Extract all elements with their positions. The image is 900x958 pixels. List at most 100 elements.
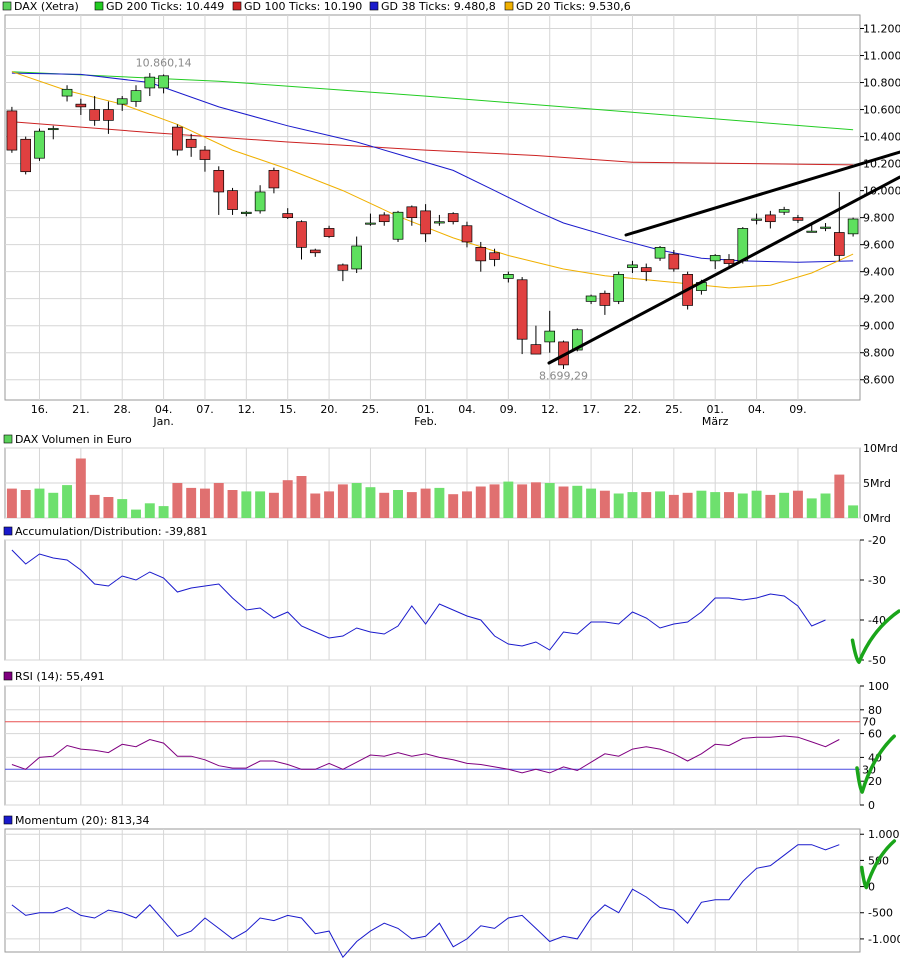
x-month-label: März — [702, 415, 729, 428]
price-annotation: 10.860,14 — [136, 56, 192, 69]
volume-bar — [475, 486, 486, 518]
momentum-swatch — [3, 815, 13, 825]
volume-bar — [351, 483, 362, 518]
candle-body — [199, 149, 211, 160]
volume-bar — [434, 487, 445, 518]
panel-frame — [4, 539, 861, 661]
volume-bar — [558, 486, 569, 518]
volume-bar — [489, 484, 500, 518]
candle-body — [406, 206, 418, 218]
candle-body — [627, 264, 638, 268]
candle-body — [571, 329, 583, 351]
candle-body — [792, 217, 804, 221]
volume-bar — [820, 493, 831, 518]
volume-bar — [310, 493, 321, 518]
volume-bar — [296, 476, 307, 518]
price-tick-label: 10.000 — [863, 185, 900, 198]
candle-body — [365, 222, 376, 225]
legend-label: GD 20 Ticks: 9.530,6 — [516, 0, 631, 13]
panel-frame — [4, 685, 861, 806]
volume-bar — [448, 494, 459, 518]
volume-bar — [737, 493, 748, 518]
volume-bar — [572, 485, 583, 518]
legend-label: GD 38 Ticks: 9.480,8 — [381, 0, 496, 13]
volume-panel: DAX Volumen in Euro 10Mrd 5Mrd 0Mrd — [3, 433, 898, 525]
x-tick-label: 22. — [624, 403, 642, 416]
volume-bar — [517, 484, 528, 518]
volume-bar — [613, 493, 624, 518]
ma100-line — [11, 121, 854, 166]
volume-bar — [144, 503, 155, 518]
candle-body — [20, 138, 32, 173]
price-panel: 11.200 11.000 10.800 10.600 10.400 10.200 10.0… — [4, 14, 900, 428]
x-tick-label: 25. — [362, 403, 380, 416]
volume-bar — [241, 491, 252, 518]
rsi-line — [11, 735, 840, 774]
price-tick-label: 8.800 — [863, 347, 895, 360]
volume-bar — [668, 494, 679, 518]
candle-body — [227, 190, 238, 210]
volume-bar — [324, 491, 335, 518]
candle-body — [709, 255, 721, 262]
x-tick-label: 15. — [279, 403, 297, 416]
candle-body — [751, 218, 762, 221]
volume-bar — [6, 488, 17, 518]
volume-bar — [158, 506, 169, 518]
candle-body — [172, 126, 183, 151]
momentum-title: Momentum (20): 813,34 — [15, 814, 149, 827]
volume-bar — [282, 480, 293, 518]
volume-bar — [792, 490, 803, 518]
x-tick-label: 12. — [541, 403, 559, 416]
ad-swatch — [3, 526, 13, 536]
candle-body — [723, 259, 735, 264]
legend-swatch — [369, 1, 379, 11]
candle-body — [337, 264, 349, 271]
volume-bar — [530, 482, 541, 518]
price-tick-label: 10.400 — [863, 131, 900, 144]
legend-swatch — [94, 1, 104, 11]
candle-body — [351, 245, 362, 270]
candle-body — [654, 247, 666, 259]
candle-body — [6, 110, 18, 151]
volume-swatch — [3, 434, 13, 444]
candle-body — [640, 267, 652, 273]
candle-body — [420, 210, 431, 235]
trendline — [624, 150, 900, 237]
volume-bar — [462, 491, 472, 518]
volume-tick-label: 0Mrd — [863, 512, 891, 525]
volume-bar — [420, 488, 431, 518]
volume-bar — [682, 492, 693, 518]
x-tick-label: 07. — [196, 403, 214, 416]
price-tick-label: 9.200 — [863, 293, 895, 306]
price-tick-label: 11.200 — [863, 23, 900, 36]
x-tick-label: 01. — [706, 403, 724, 416]
volume-bar — [627, 492, 638, 518]
candle-body — [503, 274, 514, 279]
rsi-tick-label: 100 — [868, 680, 889, 693]
volume-bar — [544, 483, 555, 518]
price-tick-label: 9.400 — [863, 266, 895, 279]
ad-panel: Accumulation/Distribution: -39,881 -20 -30… — [3, 525, 886, 667]
volume-bar — [268, 492, 279, 518]
x-tick-label: 09. — [789, 403, 807, 416]
x-month-label: Jan. — [152, 415, 173, 428]
candle-body — [668, 253, 680, 270]
candle-body — [75, 103, 87, 108]
rsi-tick-label: 60 — [868, 728, 882, 741]
volume-bar — [227, 490, 238, 518]
candle-body — [89, 109, 100, 121]
x-tick-label: 17. — [582, 403, 600, 416]
price-legend: DAX (Xetra) GD 200 Ticks: 10.449 GD 100 Ti… — [2, 0, 631, 13]
panel-frame — [4, 14, 861, 401]
trendline — [547, 175, 900, 365]
volume-bar — [848, 505, 859, 518]
volume-bar — [599, 490, 610, 518]
price-tick-label: 10.200 — [863, 158, 900, 171]
candle-body — [309, 249, 321, 254]
x-tick-label: 12. — [238, 403, 256, 416]
momentum-tick-label: 1.000 — [868, 828, 900, 841]
legend-swatch — [232, 1, 242, 11]
candle-body — [241, 211, 252, 214]
